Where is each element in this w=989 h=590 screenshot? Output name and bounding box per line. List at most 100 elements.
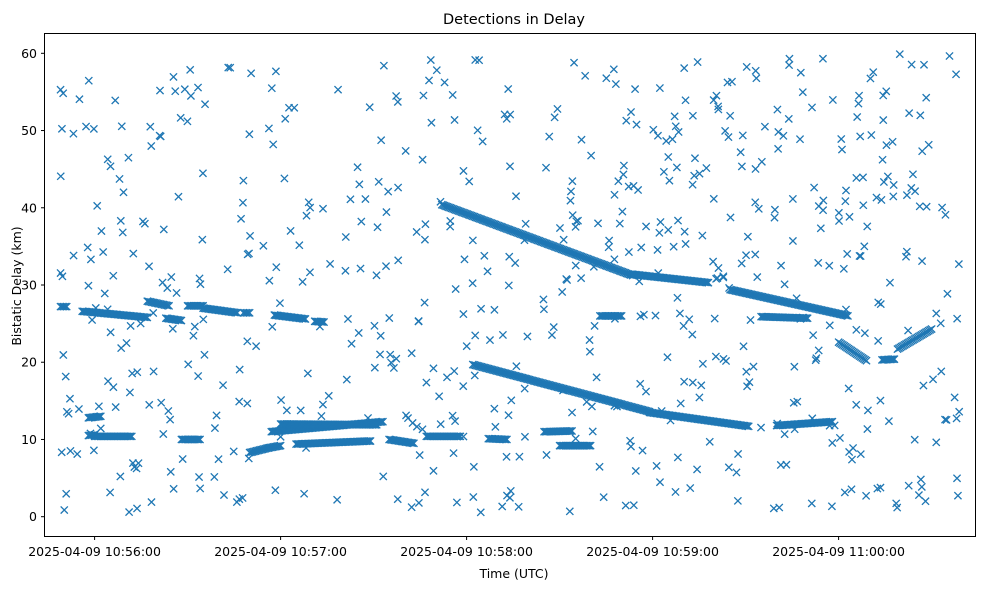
detection-marker xyxy=(852,173,861,182)
detection-marker xyxy=(69,251,78,260)
detection-marker xyxy=(789,398,798,407)
detection-marker xyxy=(456,432,465,441)
detection-marker xyxy=(214,455,223,464)
detection-marker xyxy=(376,331,385,340)
detection-marker xyxy=(242,308,251,317)
detection-marker xyxy=(605,236,614,245)
detection-marker xyxy=(231,308,240,317)
detection-marker xyxy=(403,414,413,423)
detection-marker xyxy=(91,303,100,313)
detection-marker xyxy=(512,362,521,371)
detection-marker xyxy=(387,358,396,367)
detection-marker xyxy=(810,183,819,192)
detection-marker xyxy=(784,114,793,123)
detection-marker xyxy=(446,222,455,231)
detection-marker xyxy=(818,54,827,63)
detection-marker xyxy=(723,78,732,87)
detection-marker xyxy=(243,337,252,346)
detection-marker xyxy=(856,450,865,459)
detection-marker xyxy=(379,472,388,481)
detection-marker xyxy=(753,273,762,282)
detection-marker xyxy=(103,155,112,164)
detection-marker xyxy=(637,243,646,252)
detection-marker xyxy=(133,368,142,377)
detection-marker xyxy=(890,355,899,364)
detection-marker xyxy=(955,407,964,416)
detection-marker xyxy=(940,415,950,424)
detection-marker xyxy=(69,129,78,138)
detection-marker xyxy=(796,314,805,323)
detection-marker xyxy=(936,319,945,328)
detection-marker xyxy=(773,105,782,114)
detection-marker xyxy=(168,324,177,333)
detection-marker xyxy=(317,317,326,326)
detection-marker xyxy=(952,474,962,483)
detection-marker xyxy=(422,378,431,387)
detection-marker xyxy=(828,417,837,426)
detection-marker xyxy=(714,102,723,111)
detection-marker xyxy=(922,202,931,211)
detection-marker xyxy=(568,177,577,186)
detection-marker xyxy=(566,426,575,436)
detection-marker xyxy=(559,235,568,244)
detection-marker xyxy=(89,124,98,133)
detection-marker xyxy=(280,174,289,183)
detection-marker xyxy=(952,414,961,423)
detection-marker xyxy=(194,371,203,381)
detection-marker xyxy=(392,354,401,363)
detection-marker xyxy=(511,192,521,201)
detection-marker xyxy=(869,68,878,77)
detection-marker xyxy=(500,110,509,119)
detection-marker xyxy=(745,378,754,387)
detection-marker xyxy=(681,239,690,249)
detection-marker xyxy=(652,461,661,470)
detection-marker xyxy=(798,88,807,97)
detection-marker xyxy=(407,503,416,512)
detection-marker xyxy=(415,451,424,460)
detection-marker xyxy=(688,330,697,339)
detection-marker xyxy=(172,288,181,297)
detection-marker xyxy=(194,435,203,444)
detection-marker xyxy=(566,196,575,205)
detection-marker xyxy=(698,231,707,240)
detection-marker xyxy=(827,502,836,511)
detection-marker xyxy=(459,432,468,441)
detection-marker xyxy=(595,462,604,471)
detection-marker xyxy=(751,250,760,259)
detection-marker xyxy=(680,227,689,236)
detection-marker xyxy=(654,269,663,278)
detection-marker xyxy=(269,140,278,149)
detection-marker xyxy=(714,105,723,114)
detection-marker xyxy=(333,495,342,504)
detection-marker xyxy=(834,216,844,226)
detection-marker xyxy=(175,316,185,325)
detection-marker xyxy=(361,194,370,204)
detection-marker xyxy=(610,190,619,199)
detection-marker xyxy=(662,136,671,146)
detection-marker xyxy=(825,261,834,270)
detection-marker xyxy=(485,336,495,345)
detection-marker xyxy=(856,252,865,261)
detection-marker xyxy=(736,148,745,157)
detection-marker xyxy=(685,315,694,324)
detection-marker xyxy=(393,97,402,106)
detection-marker xyxy=(710,314,719,323)
detection-marker xyxy=(117,344,126,353)
detection-marker xyxy=(386,350,395,359)
detection-marker xyxy=(888,355,898,364)
detection-marker xyxy=(808,414,817,423)
detection-marker xyxy=(511,258,520,268)
detection-marker xyxy=(167,273,176,282)
detection-marker xyxy=(848,443,858,453)
x-tick-label: 2025-04-09 11:00:00 xyxy=(772,544,905,559)
detection-marker xyxy=(384,187,393,196)
plot-area-frame xyxy=(44,33,976,537)
detection-marker xyxy=(614,177,623,186)
detection-marker xyxy=(743,422,752,431)
detection-marker xyxy=(751,164,760,174)
detection-marker xyxy=(585,441,594,450)
detection-marker xyxy=(744,422,753,431)
detection-marker xyxy=(636,379,645,388)
detection-marker xyxy=(917,482,926,491)
detection-marker xyxy=(436,197,445,206)
